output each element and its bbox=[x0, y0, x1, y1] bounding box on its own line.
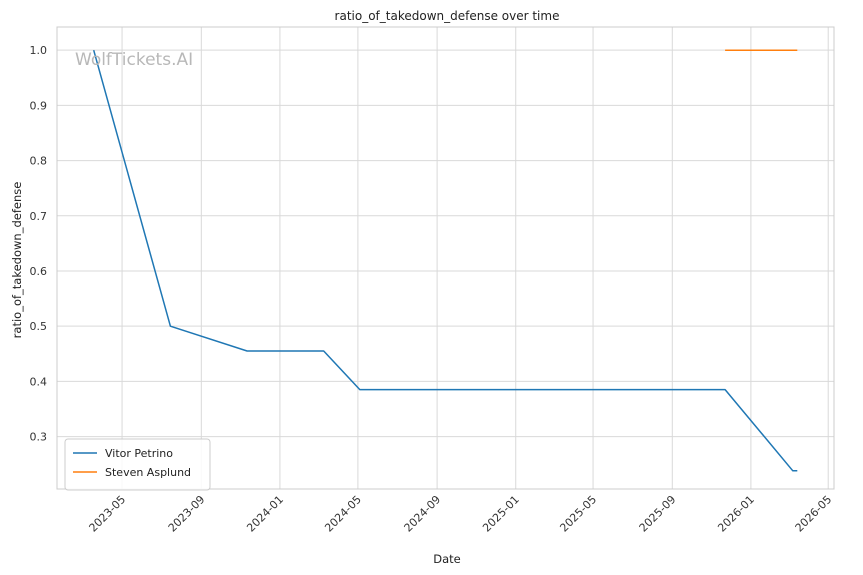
y-tick-label: 0.5 bbox=[30, 320, 48, 333]
legend-label: Steven Asplund bbox=[105, 466, 191, 479]
watermark-text: WolfTickets.AI bbox=[75, 50, 193, 70]
y-tick-label: 0.4 bbox=[30, 375, 48, 388]
x-tick-label: 2026-05 bbox=[793, 493, 835, 535]
y-tick-label: 0.6 bbox=[30, 265, 48, 278]
plot-area bbox=[57, 27, 834, 489]
y-tick-labels: 0.3 0.4 0.5 0.6 0.7 0.8 0.9 1.0 bbox=[30, 44, 48, 443]
plot-frame bbox=[56, 26, 835, 490]
x-tick-labels: 2023-05 2023-09 2024-01 2024-05 2024-09 2025-… bbox=[86, 493, 834, 535]
x-tick-label: 2025-09 bbox=[637, 493, 679, 535]
x-tick-label: 2024-01 bbox=[244, 493, 286, 535]
legend: Vitor Petrino Steven Asplund bbox=[64, 438, 211, 491]
x-tick-label: 2023-09 bbox=[166, 493, 208, 535]
y-tick-label: 0.7 bbox=[30, 210, 48, 223]
x-tick-label: 2024-09 bbox=[402, 493, 444, 535]
chart-title: ratio_of_takedown_defense over time bbox=[335, 9, 560, 23]
series bbox=[92, 49, 798, 472]
y-tick-label: 0.3 bbox=[30, 431, 48, 444]
x-axis-title: Date bbox=[433, 552, 461, 566]
x-tick-label: 2026-01 bbox=[715, 493, 757, 535]
legend-box bbox=[64, 438, 211, 491]
series-line-0 bbox=[92, 49, 798, 472]
y-tick-label: 0.9 bbox=[30, 99, 48, 112]
x-tick-label: 2024-05 bbox=[322, 493, 364, 535]
legend-label: Vitor Petrino bbox=[105, 447, 173, 460]
y-axis-title: ratio_of_takedown_defense bbox=[10, 182, 24, 339]
x-tick-label: 2025-01 bbox=[480, 493, 522, 535]
grid bbox=[57, 27, 834, 489]
y-tick-label: 1.0 bbox=[30, 44, 48, 57]
x-tick-label: 2025-05 bbox=[557, 493, 599, 535]
y-tick-label: 0.8 bbox=[30, 155, 48, 168]
x-tick-label: 2023-05 bbox=[86, 493, 128, 535]
